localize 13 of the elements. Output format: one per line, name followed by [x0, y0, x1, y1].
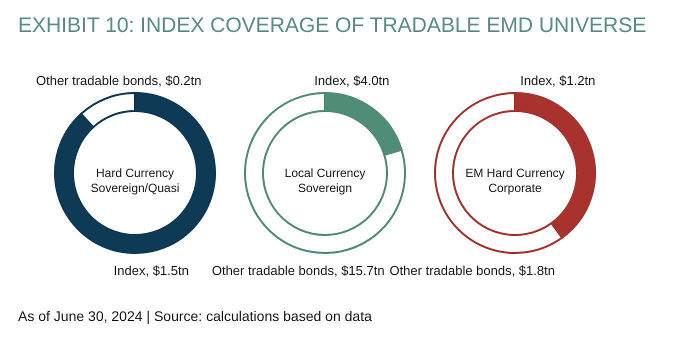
slice-label: Index, $4.0tn	[314, 73, 390, 88]
donut-slice	[54, 92, 216, 254]
text: As of June 30, 2024 | Source: calculations based on data	[18, 308, 372, 324]
text: EM Hard Currency Corporate	[465, 166, 565, 195]
text: Local Currency Sovereign	[284, 166, 366, 195]
text: Hard Currency Sovereign/Quasi	[90, 166, 180, 195]
slice-label: Other tradable bonds, $1.8tn	[389, 263, 555, 278]
slice-label: Other tradable bonds, $0.2tn	[36, 73, 202, 88]
text: EXHIBIT 10: INDEX COVERAGE OF TRADABLE EMD UNIVERSE	[18, 14, 646, 38]
slice-label: Index, $1.2tn	[520, 73, 596, 88]
slice-label: Index, $1.5tn	[114, 263, 189, 278]
slice-label: Other tradable bonds, $15.7tn	[212, 263, 385, 278]
donut-slice	[244, 92, 406, 254]
